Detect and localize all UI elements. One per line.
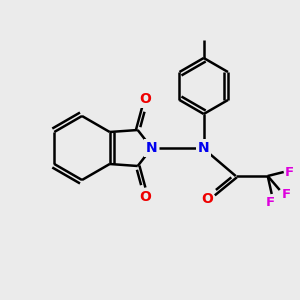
Text: F: F <box>282 188 291 200</box>
Text: O: O <box>139 92 151 106</box>
Text: O: O <box>139 190 151 204</box>
Text: N: N <box>146 141 158 155</box>
Text: O: O <box>201 192 213 206</box>
Text: F: F <box>266 196 275 209</box>
Text: N: N <box>198 141 209 155</box>
Text: F: F <box>285 166 294 178</box>
